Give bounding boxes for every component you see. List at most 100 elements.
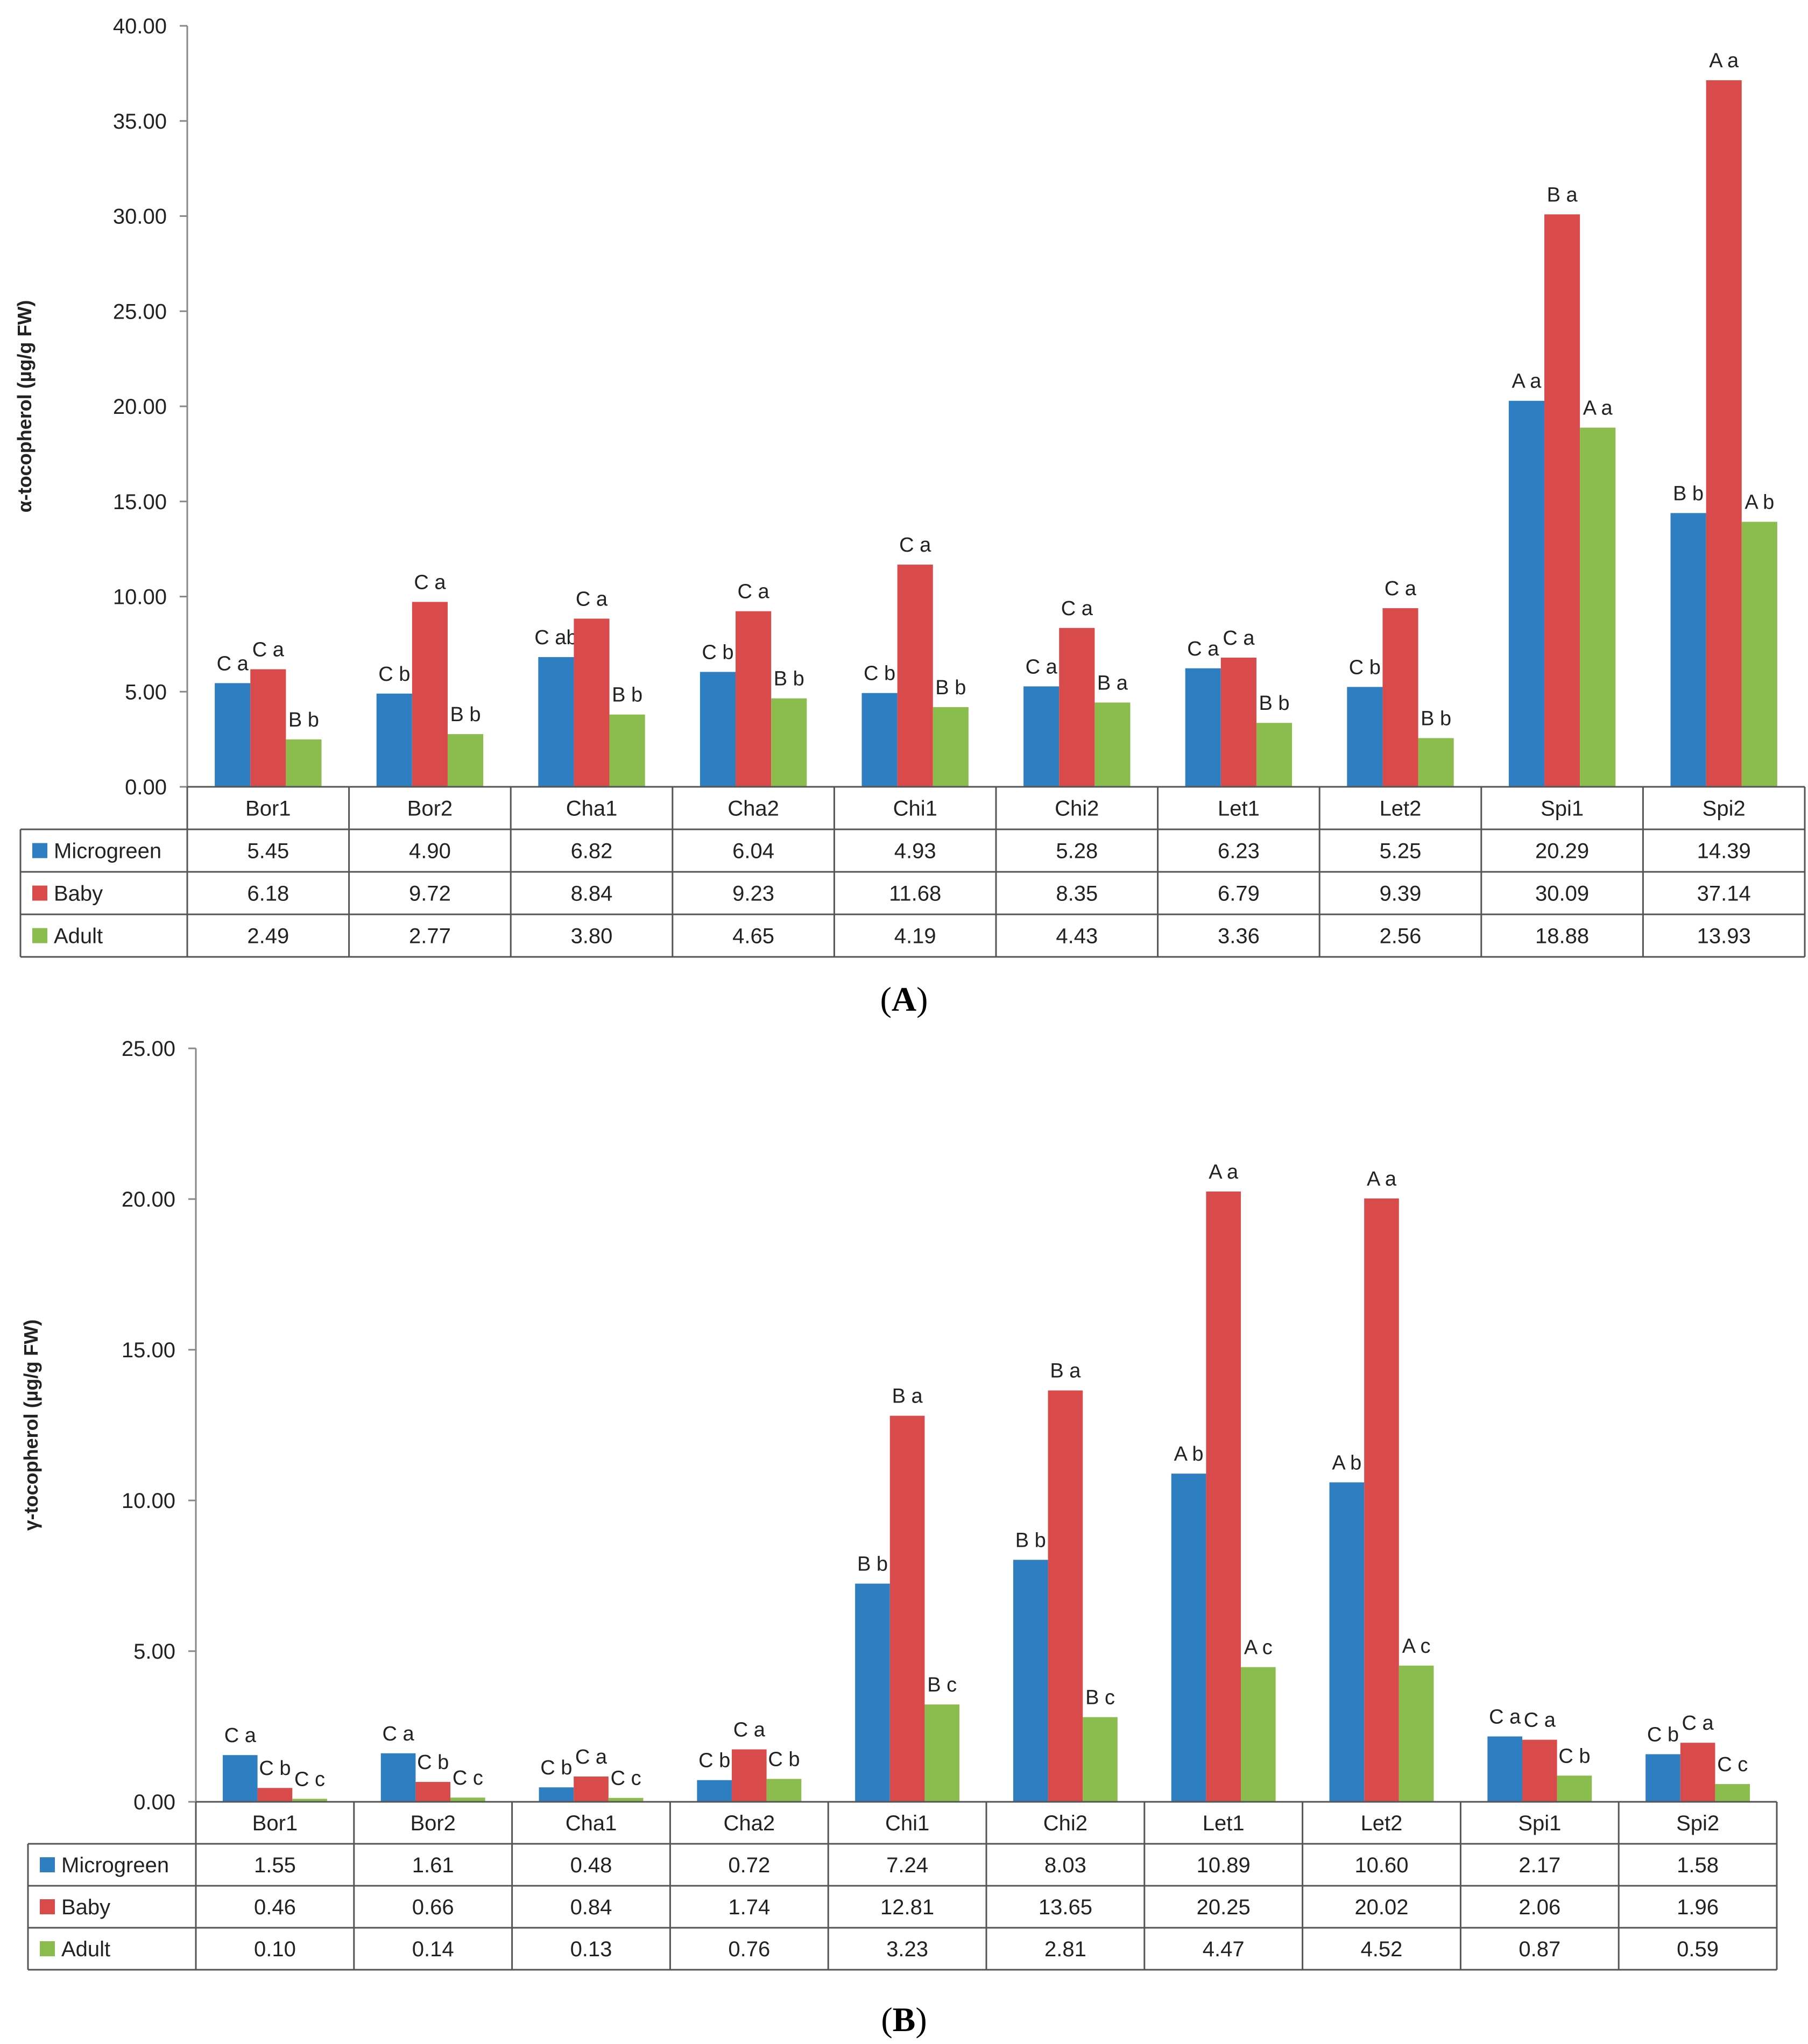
table-cell-value: 4.47 <box>1203 1937 1245 1961</box>
table-cell-value: 0.84 <box>570 1895 612 1919</box>
category-label: Let2 <box>1380 797 1422 821</box>
table-cell-value: 20.29 <box>1535 840 1589 863</box>
significance-label: C c <box>1717 1753 1748 1776</box>
table-cell-value: 1.61 <box>412 1853 454 1877</box>
bar-baby-bor1 <box>250 669 286 787</box>
y-tick-label: 5.00 <box>133 1640 175 1664</box>
bar-microgreen-spi2 <box>1670 513 1706 787</box>
table-cell-value: 2.77 <box>409 925 451 948</box>
significance-label: C a <box>1223 627 1255 650</box>
y-tick-label: 25.00 <box>113 300 167 323</box>
table-cell-value: 1.58 <box>1677 1853 1719 1877</box>
bar-microgreen-let1 <box>1171 1474 1206 1802</box>
table-cell-value: 11.68 <box>889 882 941 906</box>
y-tick-label: 5.00 <box>125 680 167 704</box>
legend-swatch-microgreen <box>40 1857 55 1872</box>
y-tick-label: 30.00 <box>113 205 167 229</box>
table-cell-value: 6.04 <box>732 840 774 863</box>
bar-adult-spi1 <box>1557 1775 1592 1802</box>
bar-microgreen-spi1 <box>1508 400 1545 787</box>
panel-label-a: (A) <box>880 980 928 1018</box>
category-label: Let1 <box>1203 1812 1245 1835</box>
significance-label: B a <box>1050 1360 1081 1383</box>
bar-adult-bor1 <box>292 1799 327 1802</box>
bar-adult-chi1 <box>924 1704 960 1802</box>
bar-microgreen-chi1 <box>861 693 898 787</box>
table-cell-value: 0.59 <box>1677 1937 1719 1961</box>
table-cell-value: 20.02 <box>1354 1895 1408 1919</box>
table-cell-value: 0.66 <box>412 1895 454 1919</box>
legend-label: Baby <box>54 882 103 906</box>
significance-label: B c <box>1085 1687 1115 1709</box>
bar-baby-cha2 <box>736 611 772 787</box>
category-label: Bor1 <box>252 1812 298 1835</box>
significance-label: A a <box>1209 1161 1239 1183</box>
bar-baby-chi2 <box>1059 628 1095 787</box>
significance-label: C a <box>1061 597 1093 620</box>
significance-label: C c <box>294 1768 325 1791</box>
table-cell-value: 0.72 <box>728 1853 770 1877</box>
bar-microgreen-chi1 <box>855 1583 890 1802</box>
table-cell-value: 4.19 <box>894 925 936 948</box>
bar-baby-cha1 <box>574 618 610 787</box>
table-cell-value: 7.24 <box>886 1853 928 1877</box>
table-cell-value: 4.65 <box>732 925 774 948</box>
category-label: Bor2 <box>407 797 453 821</box>
category-label: Chi2 <box>1055 797 1099 821</box>
significance-label: A a <box>1367 1168 1397 1190</box>
table-cell-value: 9.72 <box>409 882 451 906</box>
significance-label: C a <box>733 1719 766 1742</box>
table-cell-value: 2.49 <box>247 925 289 948</box>
data-table: Bor1 Bor2 Cha1 Cha2 Chi1 Chi2 Let1 Let2 Spi1 Spi2… <box>27 1801 1778 1971</box>
table-cell-value: 13.93 <box>1697 925 1751 948</box>
table-cell-value: 5.25 <box>1380 840 1422 863</box>
bar-microgreen-cha2 <box>697 1780 732 1802</box>
bar-microgreen-chi2 <box>1023 686 1060 787</box>
bar-adult-cha2 <box>766 1779 802 1802</box>
bar-microgreen-cha1 <box>538 657 574 787</box>
table-cell-value: 1.55 <box>254 1853 296 1877</box>
bar-baby-chi2 <box>1048 1390 1083 1802</box>
significance-label: C ab <box>534 626 577 649</box>
significance-label: C b <box>378 663 410 686</box>
table-cell-value: 6.18 <box>247 882 289 906</box>
table-cell-value: 2.17 <box>1519 1853 1560 1877</box>
bar-microgreen-bor1 <box>222 1755 258 1802</box>
significance-label: B b <box>774 668 804 690</box>
table-cell-value: 2.81 <box>1044 1937 1086 1961</box>
significance-label: C a <box>899 534 931 556</box>
table-cell-value: 4.90 <box>409 840 451 863</box>
significance-label: C a <box>224 1724 257 1747</box>
bar-microgreen-let2 <box>1347 687 1383 787</box>
y-tick-label: 10.00 <box>122 1489 175 1513</box>
table-cell-value: 3.23 <box>886 1937 928 1961</box>
bar-baby-spi1 <box>1544 214 1580 787</box>
table-cell-value: 0.46 <box>254 1895 296 1919</box>
significance-label: B b <box>1421 708 1451 730</box>
significance-label: C a <box>252 639 285 661</box>
significance-label: B a <box>1547 184 1578 206</box>
table-cell-value: 13.65 <box>1039 1895 1092 1919</box>
legend-label: Microgreen <box>54 840 161 863</box>
significance-label: C b <box>1558 1745 1590 1767</box>
table-cell-value: 12.81 <box>880 1895 934 1919</box>
table-cell-value: 4.93 <box>894 840 936 863</box>
category-label: Cha1 <box>566 1812 617 1835</box>
significance-label: C c <box>611 1767 641 1790</box>
legend-swatch-adult <box>32 928 47 943</box>
significance-label: A a <box>1709 50 1739 72</box>
bar-microgreen-bor1 <box>215 683 251 787</box>
bar-adult-bor2 <box>450 1798 485 1802</box>
y-tick-label: 40.00 <box>113 15 167 38</box>
y-tick-label: 15.00 <box>113 490 167 514</box>
legend-swatch-baby <box>40 1899 55 1914</box>
significance-label: A b <box>1745 491 1774 514</box>
significance-label: B b <box>450 703 481 726</box>
significance-label: B b <box>288 709 319 731</box>
significance-label: B b <box>1673 482 1704 505</box>
table-cell-value: 8.84 <box>571 882 613 906</box>
category-label: Spi2 <box>1676 1812 1719 1835</box>
significance-label: C b <box>1349 656 1381 679</box>
significance-label: C a <box>576 588 608 611</box>
table-cell-value: 5.28 <box>1056 840 1098 863</box>
